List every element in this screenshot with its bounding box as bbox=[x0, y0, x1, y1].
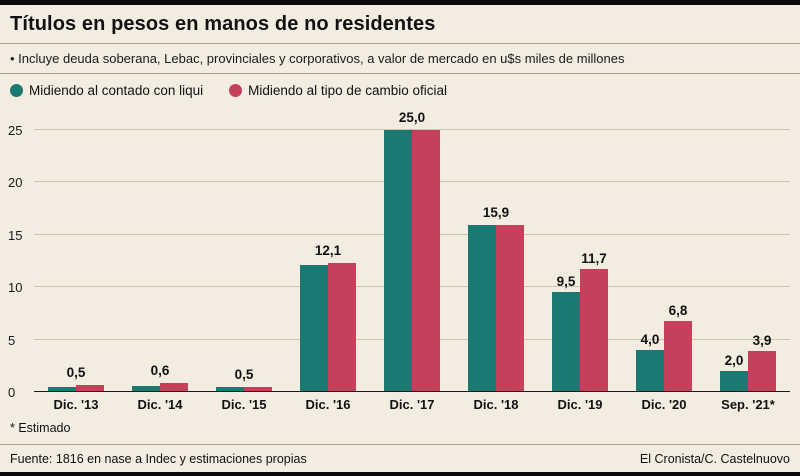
divider bbox=[0, 73, 800, 74]
bar-column bbox=[300, 265, 328, 392]
legend-marker-icon bbox=[10, 84, 23, 97]
y-axis-label: 10 bbox=[8, 280, 23, 296]
y-axis-label: 20 bbox=[8, 175, 23, 191]
bar-column bbox=[384, 130, 412, 392]
bar-contado-con-liqui bbox=[216, 386, 244, 392]
x-axis-label: Dic. '20 bbox=[641, 397, 687, 412]
divider bbox=[0, 43, 800, 44]
bar-column bbox=[132, 385, 160, 392]
bar-tipo-cambio-oficial bbox=[496, 225, 524, 392]
bar-column bbox=[244, 386, 272, 392]
bar-column bbox=[76, 384, 104, 392]
x-axis-label: Dic. '17 bbox=[389, 397, 435, 412]
footer: Fuente: 1816 en nase a Indec y estimacio… bbox=[0, 444, 800, 472]
x-axis-label: Dic. '14 bbox=[137, 397, 183, 412]
bar-tipo-cambio-oficial bbox=[76, 384, 104, 392]
x-axis-label: Dic. '18 bbox=[473, 397, 519, 412]
x-axis-label: Dic. '13 bbox=[53, 397, 99, 412]
legend-item: Midiendo al tipo de cambio oficial bbox=[229, 83, 447, 98]
legend-label: Midiendo al contado con liqui bbox=[29, 83, 204, 98]
y-axis-label: 25 bbox=[8, 123, 23, 138]
source-text: Fuente: 1816 en nase a Indec y estimacio… bbox=[10, 452, 307, 466]
bar-tipo-cambio-oficial bbox=[328, 263, 356, 392]
value-label: 25,0 bbox=[398, 110, 426, 125]
value-label: 4,0 bbox=[640, 332, 660, 348]
x-axis-label: Dic. '19 bbox=[557, 397, 603, 412]
bar-groups: 0,5 Dic. '13 0,6 Dic. '14 0,5 Dic. '15 12,1 Dic… bbox=[34, 110, 790, 412]
footnote: * Estimado bbox=[10, 421, 71, 435]
value-label: 9,5 bbox=[556, 274, 576, 290]
bar-group: 15,9 Dic. '18 bbox=[454, 130, 538, 412]
gridline bbox=[34, 129, 790, 130]
x-axis-label: Sep. '21* bbox=[721, 397, 775, 412]
bar-contado-con-liqui bbox=[720, 371, 748, 392]
bar-column: 6,8 bbox=[664, 303, 692, 392]
bar-tipo-cambio-oficial bbox=[160, 382, 188, 392]
bar-column: 11,7 bbox=[580, 251, 608, 392]
bar-tipo-cambio-oficial bbox=[580, 269, 608, 392]
bar-contado-con-liqui bbox=[552, 292, 580, 392]
legend: Midiendo al contado con liqui Midiendo al… bbox=[0, 74, 800, 102]
bar-column bbox=[468, 225, 496, 392]
bar-contado-con-liqui bbox=[636, 350, 664, 392]
y-axis-label: 0 bbox=[8, 385, 16, 400]
value-label: 12,1 bbox=[314, 243, 342, 259]
legend-item: Midiendo al contado con liqui bbox=[10, 83, 203, 98]
y-axis-label: 15 bbox=[8, 227, 23, 243]
bar-tipo-cambio-oficial bbox=[244, 386, 272, 392]
bar-column: 3,9 bbox=[748, 333, 776, 392]
bar-column bbox=[328, 263, 356, 392]
value-label: 6,8 bbox=[668, 302, 688, 318]
bar-contado-con-liqui bbox=[48, 386, 76, 392]
value-label: 0,5 bbox=[66, 364, 86, 380]
bar-column bbox=[496, 225, 524, 392]
bar-column bbox=[412, 130, 440, 392]
bar-column: 4,0 bbox=[636, 332, 664, 392]
bar-group: 9,5 11,7 Dic. '19 bbox=[538, 130, 622, 412]
bar-tipo-cambio-oficial bbox=[412, 130, 440, 392]
x-axis-label: Dic. '15 bbox=[221, 397, 267, 412]
bar-chart: 0 5 10 15 20 25 0,5 Dic. '13 0,6 Dic. '14 0,5 Dic. … bbox=[8, 102, 792, 414]
x-axis-label: Dic. '16 bbox=[305, 397, 351, 412]
value-label: 2,0 bbox=[724, 353, 744, 369]
bar-group: 4,0 6,8 Dic. '20 bbox=[622, 130, 706, 412]
legend-label: Midiendo al tipo de cambio oficial bbox=[248, 83, 447, 98]
bar-contado-con-liqui bbox=[300, 265, 328, 392]
bar-group: 12,1 Dic. '16 bbox=[286, 130, 370, 412]
value-label: 3,9 bbox=[752, 333, 772, 349]
bar-contado-con-liqui bbox=[468, 225, 496, 392]
value-label: 0,6 bbox=[150, 362, 170, 378]
chart-subtitle: • Incluye deuda soberana, Lebac, provinc… bbox=[10, 51, 625, 66]
bar-group: 0,6 Dic. '14 bbox=[118, 130, 202, 412]
credit-text: El Cronista/C. Castelnuovo bbox=[639, 452, 790, 466]
x-axis-line bbox=[34, 391, 790, 392]
bar-group: 2,0 3,9 Sep. '21* bbox=[706, 130, 790, 412]
y-axis-label: 5 bbox=[8, 332, 16, 348]
page-title: Títulos en pesos en manos de no resident… bbox=[10, 13, 436, 35]
bar-column: 9,5 bbox=[552, 274, 580, 392]
bar-column bbox=[48, 386, 76, 392]
legend-marker-icon bbox=[229, 84, 243, 97]
bar-contado-con-liqui bbox=[384, 130, 412, 392]
value-label: 15,9 bbox=[482, 205, 510, 221]
bar-group: 0,5 Dic. '15 bbox=[202, 130, 286, 412]
bar-tipo-cambio-oficial bbox=[748, 351, 776, 392]
bar-column bbox=[216, 386, 244, 392]
bar-column bbox=[160, 382, 188, 392]
bar-contado-con-liqui bbox=[132, 385, 160, 392]
bar-group: 0,5 Dic. '13 bbox=[34, 130, 118, 412]
value-label: 11,7 bbox=[581, 251, 607, 267]
value-label: 0,5 bbox=[234, 366, 254, 382]
bar-column: 2,0 bbox=[720, 353, 748, 392]
bar-group: 25,0 Dic. '17 bbox=[370, 110, 454, 412]
plot-area: 0 5 10 15 20 25 0,5 Dic. '13 0,6 Dic. '14 0,5 Dic. … bbox=[8, 110, 790, 412]
bar-tipo-cambio-oficial bbox=[664, 320, 692, 392]
